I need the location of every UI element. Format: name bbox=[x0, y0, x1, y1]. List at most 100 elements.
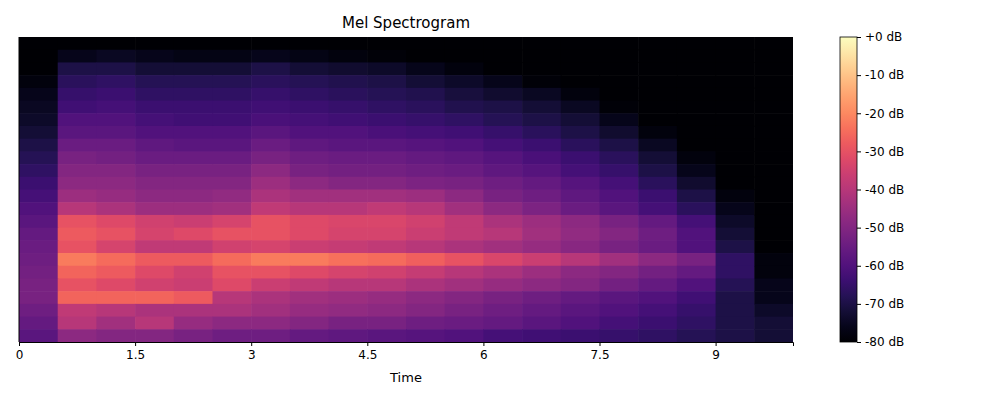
x-tick: 7.5 bbox=[590, 342, 609, 362]
heatmap-cell bbox=[600, 151, 639, 164]
heatmap-cell bbox=[329, 304, 368, 317]
heatmap-cell bbox=[677, 113, 716, 126]
heatmap-cell bbox=[290, 126, 329, 139]
heatmap-cell bbox=[213, 101, 252, 114]
heatmap-cell bbox=[638, 266, 677, 279]
heatmap-cell bbox=[58, 278, 97, 291]
heatmap-cell bbox=[677, 278, 716, 291]
heatmap-cell bbox=[174, 215, 213, 228]
heatmap-cell bbox=[561, 101, 600, 114]
heatmap-cell bbox=[58, 62, 97, 75]
heatmap-cell bbox=[96, 37, 135, 50]
heatmap-cell bbox=[329, 75, 368, 88]
heatmap-cell bbox=[174, 126, 213, 139]
heatmap-cell bbox=[290, 113, 329, 126]
heatmap-cell bbox=[290, 190, 329, 203]
heatmap-cell bbox=[290, 329, 329, 342]
heatmap-cell bbox=[754, 139, 793, 152]
heatmap-cell bbox=[677, 202, 716, 215]
heatmap-cell bbox=[522, 190, 561, 203]
heatmap-cell bbox=[406, 304, 445, 317]
heatmap-cell bbox=[483, 266, 522, 279]
heatmap-cell bbox=[716, 329, 755, 342]
heatmap-cell bbox=[445, 177, 484, 190]
heatmap-cell bbox=[406, 215, 445, 228]
x-tick-label: 3 bbox=[248, 348, 256, 362]
heatmap-cell bbox=[716, 202, 755, 215]
heatmap-cell bbox=[174, 37, 213, 50]
heatmap-cell bbox=[96, 62, 135, 75]
heatmap-cell bbox=[716, 151, 755, 164]
heatmap-cell bbox=[561, 215, 600, 228]
heatmap-cell bbox=[445, 228, 484, 241]
heatmap-cell bbox=[638, 253, 677, 266]
heatmap-cell bbox=[96, 113, 135, 126]
heatmap-cell bbox=[58, 37, 97, 50]
heatmap-cell bbox=[251, 240, 290, 253]
x-tick-mark bbox=[600, 342, 601, 346]
heatmap-cell bbox=[174, 50, 213, 63]
heatmap-cell bbox=[754, 215, 793, 228]
heatmap-cell bbox=[406, 291, 445, 304]
heatmap-cell bbox=[213, 291, 252, 304]
colorbar-tick-label: -10 dB bbox=[865, 68, 904, 82]
heatmap-cell bbox=[483, 62, 522, 75]
heatmap-cell bbox=[638, 202, 677, 215]
heatmap-cell bbox=[329, 126, 368, 139]
heatmap-cell bbox=[58, 139, 97, 152]
heatmap-cell bbox=[213, 228, 252, 241]
heatmap-cell bbox=[638, 62, 677, 75]
heatmap-cell bbox=[561, 266, 600, 279]
heatmap-cell bbox=[522, 75, 561, 88]
heatmap-cell bbox=[522, 291, 561, 304]
heatmap-cell bbox=[754, 164, 793, 177]
heatmap-cell bbox=[638, 75, 677, 88]
heatmap-cell bbox=[561, 151, 600, 164]
heatmap-cell bbox=[174, 177, 213, 190]
heatmap-cell bbox=[19, 37, 58, 50]
heatmap-cell bbox=[716, 278, 755, 291]
heatmap-cell bbox=[213, 75, 252, 88]
heatmap-cell bbox=[445, 151, 484, 164]
heatmap-cell bbox=[367, 202, 406, 215]
colorbar-axis: +0 dB-10 dB-20 dB-30 dB-40 dB-50 dB-60 d… bbox=[857, 30, 904, 349]
x-tick-mark bbox=[483, 342, 484, 346]
heatmap-cell bbox=[135, 151, 174, 164]
heatmap-cell bbox=[406, 190, 445, 203]
heatmap-cell bbox=[96, 278, 135, 291]
heatmap-cell bbox=[483, 228, 522, 241]
heatmap-cell bbox=[754, 75, 793, 88]
heatmap-cell bbox=[96, 228, 135, 241]
heatmap-cell bbox=[290, 266, 329, 279]
heatmap-cell bbox=[406, 278, 445, 291]
heatmap-cell bbox=[96, 266, 135, 279]
heatmap-cell bbox=[600, 37, 639, 50]
heatmap-cell bbox=[367, 151, 406, 164]
heatmap-cell bbox=[58, 50, 97, 63]
heatmap-cell bbox=[638, 50, 677, 63]
heatmap-cell bbox=[58, 202, 97, 215]
colorbar-tick-mark bbox=[857, 37, 861, 38]
heatmap-cell bbox=[754, 62, 793, 75]
heatmap-cell bbox=[213, 126, 252, 139]
heatmap-cell bbox=[522, 139, 561, 152]
heatmap-cell bbox=[754, 202, 793, 215]
heatmap-cell bbox=[251, 253, 290, 266]
heatmap-cell bbox=[522, 126, 561, 139]
heatmap-cell bbox=[638, 113, 677, 126]
heatmap-cell bbox=[251, 317, 290, 330]
heatmap-cell bbox=[483, 126, 522, 139]
heatmap-cell bbox=[367, 329, 406, 342]
heatmap-cell bbox=[677, 215, 716, 228]
heatmap-cell bbox=[251, 304, 290, 317]
heatmap-cell bbox=[754, 329, 793, 342]
heatmap-cell bbox=[754, 113, 793, 126]
heatmap-cell bbox=[600, 62, 639, 75]
heatmap-cell bbox=[522, 113, 561, 126]
colorbar-tick: -40 dB bbox=[857, 183, 904, 197]
heatmap-cell bbox=[754, 190, 793, 203]
heatmap-cell bbox=[367, 190, 406, 203]
heatmap-cell bbox=[716, 37, 755, 50]
heatmap-cell bbox=[445, 291, 484, 304]
colorbar-tick-mark bbox=[857, 304, 861, 305]
